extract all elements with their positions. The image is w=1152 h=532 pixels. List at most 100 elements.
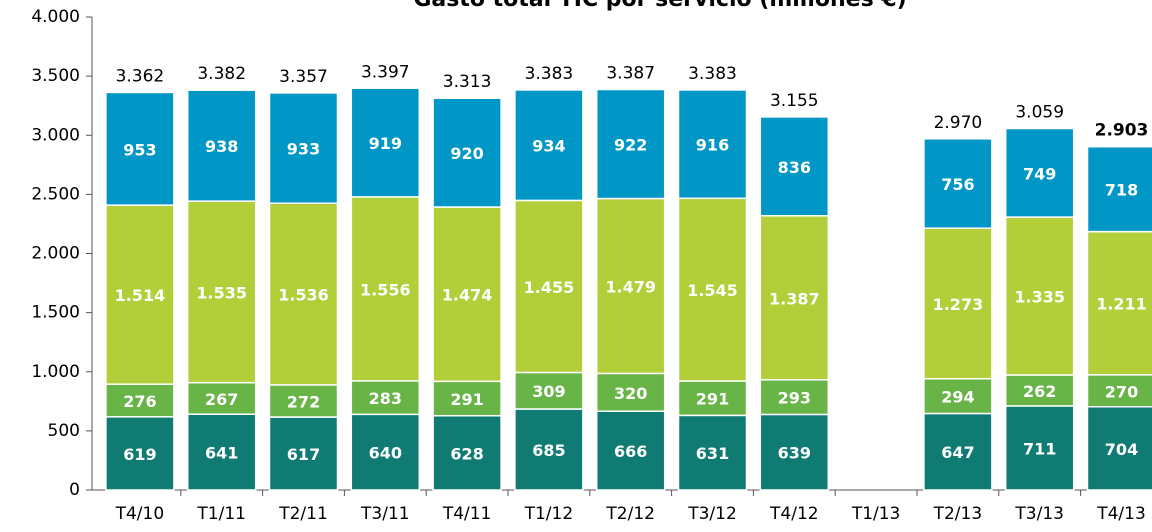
segment-label: 291 — [450, 390, 483, 409]
bar-segment — [186, 200, 257, 384]
segment-label: 1.211 — [1096, 295, 1147, 314]
total-label: 3.383 — [525, 64, 574, 84]
bar-segment — [1004, 405, 1075, 491]
bar-segment — [268, 384, 339, 418]
bar-segment — [350, 87, 421, 198]
bar-segment — [350, 196, 421, 382]
segment-label: 1.474 — [442, 286, 493, 305]
total-label: 3.387 — [606, 63, 655, 83]
bar-segment — [677, 414, 748, 491]
segment-label: 718 — [1105, 181, 1138, 200]
x-tick-label: T3/12 — [687, 504, 737, 524]
segment-label: 1.556 — [360, 280, 411, 299]
total-label: 3.362 — [116, 66, 165, 86]
bar-segment — [677, 197, 748, 382]
total-label: 3.313 — [443, 72, 492, 92]
y-tick-label: 500 — [48, 421, 80, 441]
bar-segment — [432, 414, 502, 491]
segment-label: 1.387 — [769, 289, 820, 308]
bar-segment — [186, 381, 257, 415]
segment-label: 641 — [205, 444, 238, 463]
segment-label: 749 — [1023, 164, 1056, 183]
segment-label: 640 — [369, 444, 402, 463]
x-tick-label: T4/10 — [115, 504, 165, 524]
segment-label: 938 — [205, 137, 238, 156]
x-tick-label: T2/11 — [278, 504, 328, 524]
bar-segment — [595, 88, 666, 200]
segment-label: 953 — [123, 140, 156, 159]
bar-segment — [759, 116, 830, 217]
x-tick-label: T1/13 — [851, 504, 901, 524]
y-tick-label: 2.000 — [31, 244, 80, 264]
bar-segment — [595, 372, 666, 412]
y-tick-label: 2.500 — [31, 184, 80, 204]
bar-segment — [514, 89, 584, 202]
segment-label: 1.455 — [524, 278, 575, 297]
bar-segment — [105, 91, 175, 206]
segment-label: 647 — [941, 443, 974, 462]
chart-title: Gasto total TIC por servicio (millones €… — [413, 0, 906, 12]
segment-label: 309 — [532, 382, 565, 401]
bar-segment — [268, 202, 339, 386]
segment-label: 756 — [941, 175, 974, 194]
total-label: 2.903 — [1095, 121, 1149, 141]
bar-segment — [1086, 374, 1152, 408]
x-tick-label: T1/12 — [524, 504, 574, 524]
segment-label: 1.273 — [933, 295, 984, 314]
bar-segment — [268, 92, 339, 204]
bar-segment — [1004, 216, 1075, 376]
segment-label: 685 — [532, 441, 565, 460]
segment-label: 639 — [778, 444, 811, 463]
segment-label: 666 — [614, 442, 647, 461]
segment-label: 1.535 — [196, 283, 247, 302]
x-tick-label: T4/12 — [769, 504, 819, 524]
total-label: 2.970 — [934, 113, 983, 133]
total-label: 3.357 — [279, 67, 328, 87]
bar-segment — [350, 380, 421, 416]
bar-segment — [759, 215, 830, 381]
segment-label: 617 — [287, 445, 320, 464]
segment-label: 631 — [696, 444, 729, 463]
segment-label: 711 — [1023, 439, 1056, 458]
segment-label: 628 — [450, 444, 483, 463]
x-tick-label: T2/13 — [933, 504, 983, 524]
segment-label: 619 — [123, 445, 156, 464]
total-label: 3.155 — [770, 91, 819, 111]
y-tick-label: 0 — [69, 480, 80, 500]
segment-label: 293 — [778, 389, 811, 408]
total-label: 3.382 — [197, 64, 246, 84]
segment-label: 836 — [778, 158, 811, 177]
bar-segment — [677, 89, 748, 200]
bar-segment — [514, 408, 584, 491]
segment-label: 1.536 — [278, 286, 329, 305]
bar-segment — [923, 227, 993, 380]
y-tick-label: 1.000 — [31, 362, 80, 382]
segment-label: 704 — [1105, 440, 1138, 459]
bar-segment — [432, 206, 502, 383]
segment-label: 272 — [287, 392, 320, 411]
bar-segment — [759, 413, 830, 491]
segment-label: 1.514 — [115, 286, 166, 305]
y-tick-label: 4.000 — [31, 7, 80, 27]
bar-segment — [595, 410, 666, 491]
segment-label: 291 — [696, 390, 729, 409]
segment-label: 1.545 — [687, 281, 738, 300]
segment-label: 922 — [614, 136, 647, 155]
x-tick-label: T4/11 — [442, 504, 492, 524]
bar-segment — [923, 412, 993, 491]
segment-label: 1.335 — [1014, 288, 1065, 307]
segment-label: 1.479 — [605, 277, 656, 296]
x-tick-label: T2/12 — [605, 504, 655, 524]
segment-label: 270 — [1105, 382, 1138, 401]
x-tick-label: T4/13 — [1096, 504, 1146, 524]
segment-label: 294 — [941, 388, 974, 407]
bar-segment — [514, 199, 584, 374]
bar-segment — [1004, 127, 1075, 218]
y-tick-label: 3.000 — [31, 125, 80, 145]
x-tick-label: T3/11 — [360, 504, 410, 524]
bar-segment — [1086, 145, 1152, 233]
bar-segment — [1086, 406, 1152, 491]
total-label: 3.383 — [688, 64, 737, 84]
bar-segment — [186, 413, 257, 491]
